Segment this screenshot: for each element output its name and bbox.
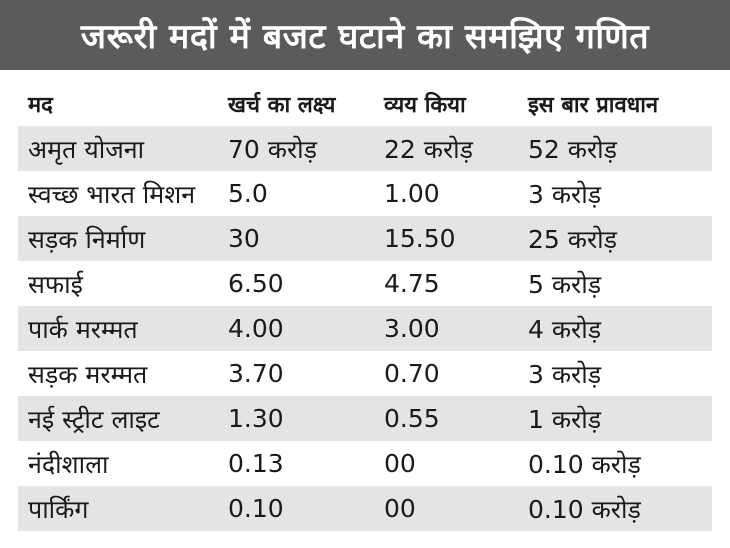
row-target: 30 (228, 224, 260, 253)
row-provision: 25 करोड़ (528, 224, 618, 254)
row-provision: 3 करोड़ (528, 359, 602, 389)
row-target: 6.50 (228, 269, 284, 298)
page-title: जरूरी मदों में बजट घटाने का समझिए गणित (80, 17, 650, 57)
row-spent: 22 करोड़ (384, 134, 474, 164)
table-row: नई स्ट्रीट लाइट 1.30 0.55 1 करोड़ (18, 396, 712, 441)
row-provision: 0.10 करोड़ (528, 494, 641, 524)
table-row: पार्किंग 0.10 00 0.10 करोड़ (18, 486, 712, 531)
row-item: पार्किंग (28, 494, 89, 524)
row-provision: 5 करोड़ (528, 269, 602, 299)
row-spent: 3.00 (384, 314, 440, 343)
table-row: सड़क मरम्मत 3.70 0.70 3 करोड़ (18, 351, 712, 396)
row-spent: 4.75 (384, 269, 440, 298)
table-header-row: मद खर्च का लक्ष्य व्यय किया इस बार प्राव… (18, 82, 712, 126)
header-provision: इस बार प्रावधान (528, 93, 659, 118)
table-row: नंदीशाला 0.13 00 0.10 करोड़ (18, 441, 712, 486)
row-provision: 3 करोड़ (528, 179, 602, 209)
row-provision: 1 करोड़ (528, 404, 602, 434)
header-target: खर्च का लक्ष्य (228, 93, 336, 118)
table-row: स्वच्छ भारत मिशन 5.0 1.00 3 करोड़ (18, 171, 712, 216)
row-spent: 1.00 (384, 179, 440, 208)
row-item: सड़क निर्माण (28, 224, 146, 254)
table-row: सड़क निर्माण 30 15.50 25 करोड़ (18, 216, 712, 261)
row-item: स्वच्छ भारत मिशन (28, 179, 196, 209)
row-spent: 00 (384, 494, 416, 523)
row-target: 0.10 (228, 494, 284, 523)
row-spent: 0.55 (384, 404, 440, 433)
row-target: 4.00 (228, 314, 284, 343)
row-item: नई स्ट्रीट लाइट (28, 404, 160, 434)
row-target: 3.70 (228, 359, 284, 388)
table-row: अमृत योजना 70 करोड़ 22 करोड़ 52 करोड़ (18, 126, 712, 171)
row-spent: 0.70 (384, 359, 440, 388)
row-item: सफाई (28, 269, 83, 299)
table-row: पार्क मरम्मत 4.00 3.00 4 करोड़ (18, 306, 712, 351)
row-target: 1.30 (228, 404, 284, 433)
header-item: मद (28, 93, 53, 118)
row-item: नंदीशाला (28, 449, 109, 479)
header-spent: व्यय किया (384, 93, 466, 118)
budget-table: मद खर्च का लक्ष्य व्यय किया इस बार प्राव… (18, 82, 712, 531)
row-provision: 0.10 करोड़ (528, 449, 641, 479)
row-provision: 4 करोड़ (528, 314, 602, 344)
row-item: अमृत योजना (28, 134, 145, 164)
title-bar: जरूरी मदों में बजट घटाने का समझिए गणित (0, 0, 730, 70)
table-row: सफाई 6.50 4.75 5 करोड़ (18, 261, 712, 306)
row-target: 5.0 (228, 179, 268, 208)
row-provision: 52 करोड़ (528, 134, 618, 164)
row-spent: 00 (384, 449, 416, 478)
row-target: 70 करोड़ (228, 134, 318, 164)
row-target: 0.13 (228, 449, 284, 478)
row-spent: 15.50 (384, 224, 456, 253)
row-item: पार्क मरम्मत (28, 314, 138, 344)
row-item: सड़क मरम्मत (28, 359, 148, 389)
